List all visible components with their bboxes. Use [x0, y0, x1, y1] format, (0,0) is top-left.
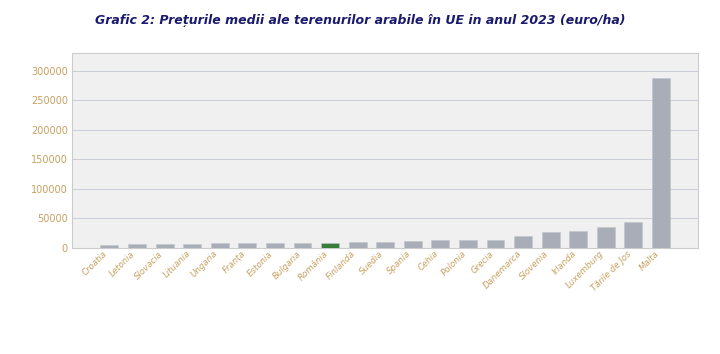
Bar — [624, 222, 642, 248]
Bar — [597, 227, 615, 248]
Bar — [487, 240, 505, 248]
Bar — [431, 240, 449, 248]
Bar — [652, 79, 670, 248]
Bar — [183, 244, 201, 248]
Bar — [266, 243, 284, 248]
Bar — [238, 243, 256, 248]
Bar — [541, 233, 559, 248]
Bar — [514, 236, 532, 248]
Text: Grafic 2: Prețurile medii ale terenurilor arabile în UE in anul 2023 (euro/ha): Grafic 2: Prețurile medii ale terenurilo… — [95, 14, 625, 27]
Bar — [570, 231, 588, 248]
Bar — [211, 244, 229, 248]
Bar — [156, 244, 174, 248]
Bar — [294, 242, 312, 248]
Bar — [377, 241, 394, 248]
Bar — [101, 245, 118, 248]
Bar — [128, 244, 146, 248]
Bar — [348, 242, 366, 248]
Bar — [404, 241, 422, 248]
Bar — [459, 240, 477, 248]
Bar — [321, 243, 339, 248]
